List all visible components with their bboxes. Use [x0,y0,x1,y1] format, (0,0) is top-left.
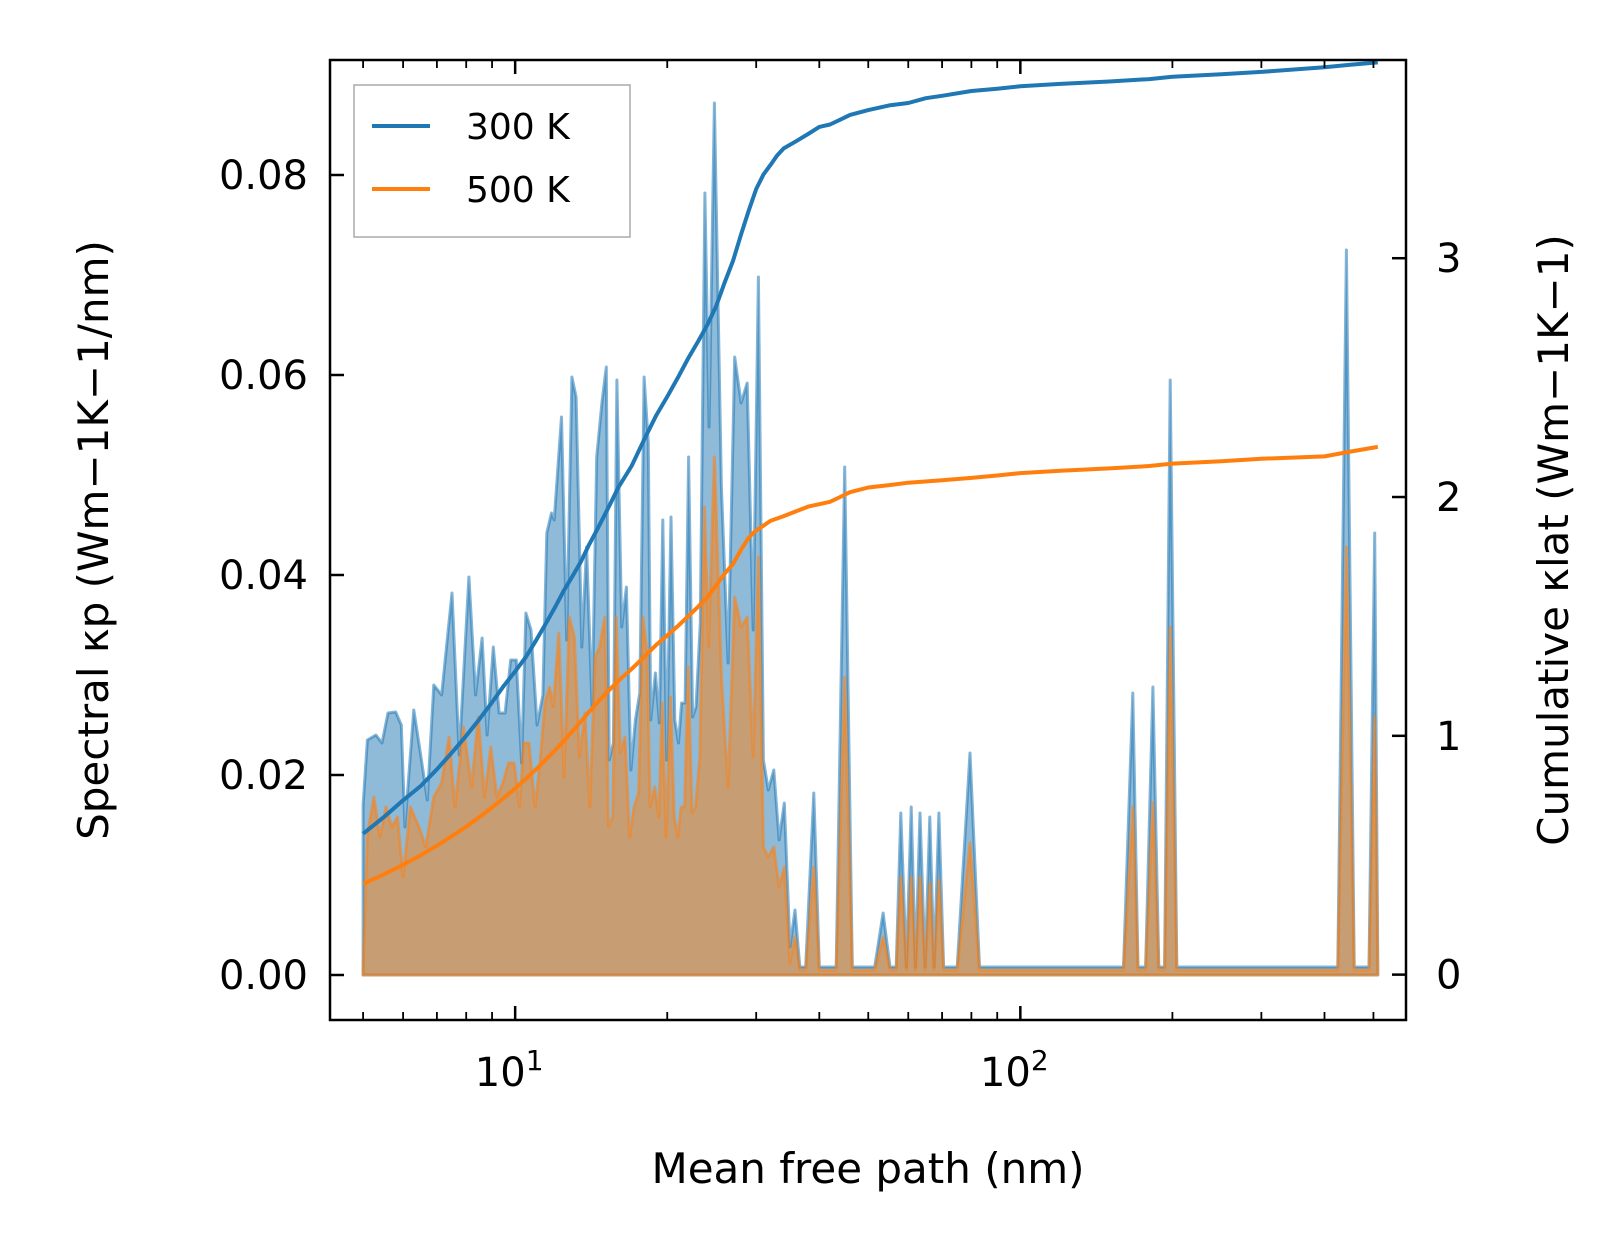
legend: 300 K 500 K [353,84,631,238]
y-left-axis-ticks: 0.00 0.02 0.04 0.06 0.08 [219,153,344,999]
y-right-tick-label: 3 [1436,236,1461,282]
legend-box [353,84,631,238]
y-right-tick-label: 0 [1436,953,1461,999]
x-axis-ticks: 101 102 [362,60,1375,1096]
legend-label-500k: 500 K [466,170,571,211]
y-left-tick-label: 0.00 [219,953,308,999]
y-left-tick-label: 0.08 [219,153,308,199]
x-tick-label: 102 [980,1044,1049,1096]
spectral-area-500k [361,455,1380,977]
y-left-axis-title: Spectral κp (Wm−1K−1/nm) [69,240,118,840]
cumulative-line-500k [362,444,1379,886]
y-left-tick-label: 0.06 [219,353,308,399]
y-right-tick-label: 1 [1436,714,1461,760]
y-left-tick-label: 0.02 [219,753,308,799]
plot-layer [361,60,1380,977]
x-axis-title: Mean free path (nm) [651,1144,1084,1193]
y-right-axis-ticks: 0 1 2 3 [1392,236,1461,999]
legend-label-300k: 300 K [466,107,571,148]
y-right-tick-label: 2 [1436,475,1461,521]
y-left-tick-label: 0.04 [219,553,308,599]
cumulative-line-300k [361,60,1378,836]
x-tick-label: 101 [475,1044,544,1096]
y-right-axis-title: Cumulative κlat (Wm−1K−1) [1529,234,1578,846]
